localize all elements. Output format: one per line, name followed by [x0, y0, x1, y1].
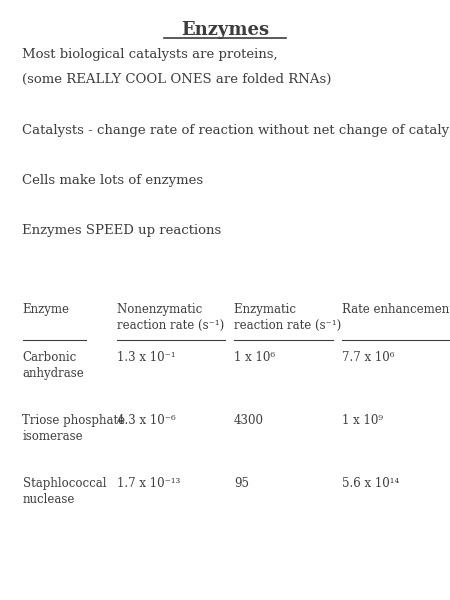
Text: Enzymes: Enzymes — [181, 21, 269, 39]
Text: 1 x 10⁶: 1 x 10⁶ — [234, 351, 275, 364]
Text: Cells make lots of enzymes: Cells make lots of enzymes — [22, 174, 203, 187]
Text: Carbonic
anhydrase: Carbonic anhydrase — [22, 351, 84, 380]
Text: Most biological catalysts are proteins,: Most biological catalysts are proteins, — [22, 48, 278, 61]
Text: 4.3 x 10⁻⁶: 4.3 x 10⁻⁶ — [117, 414, 176, 427]
Text: Rate enhancement: Rate enhancement — [342, 303, 450, 316]
Text: 7.7 x 10⁶: 7.7 x 10⁶ — [342, 351, 395, 364]
Text: Enzymes SPEED up reactions: Enzymes SPEED up reactions — [22, 224, 222, 238]
Text: Triose phosphate
isomerase: Triose phosphate isomerase — [22, 414, 126, 443]
Text: Enzymatic 
reaction rate (s⁻¹): Enzymatic reaction rate (s⁻¹) — [234, 303, 341, 332]
Text: Enzyme: Enzyme — [22, 303, 69, 316]
Text: Catalysts - change rate of reaction without net change of catalyst: Catalysts - change rate of reaction with… — [22, 124, 450, 137]
Text: 95: 95 — [234, 477, 249, 490]
Text: 5.6 x 10¹⁴: 5.6 x 10¹⁴ — [342, 477, 399, 490]
Text: Staphlococcal
nuclease: Staphlococcal nuclease — [22, 477, 106, 506]
Text: 1.3 x 10⁻¹: 1.3 x 10⁻¹ — [117, 351, 176, 364]
Text: 4300: 4300 — [234, 414, 264, 427]
Text: 1.7 x 10⁻¹³: 1.7 x 10⁻¹³ — [117, 477, 180, 490]
Text: (some REALLY COOL ONES are folded RNAs): (some REALLY COOL ONES are folded RNAs) — [22, 73, 332, 86]
Text: 1 x 10⁹: 1 x 10⁹ — [342, 414, 383, 427]
Text: Nonenzymatic 
reaction rate (s⁻¹): Nonenzymatic reaction rate (s⁻¹) — [117, 303, 224, 332]
